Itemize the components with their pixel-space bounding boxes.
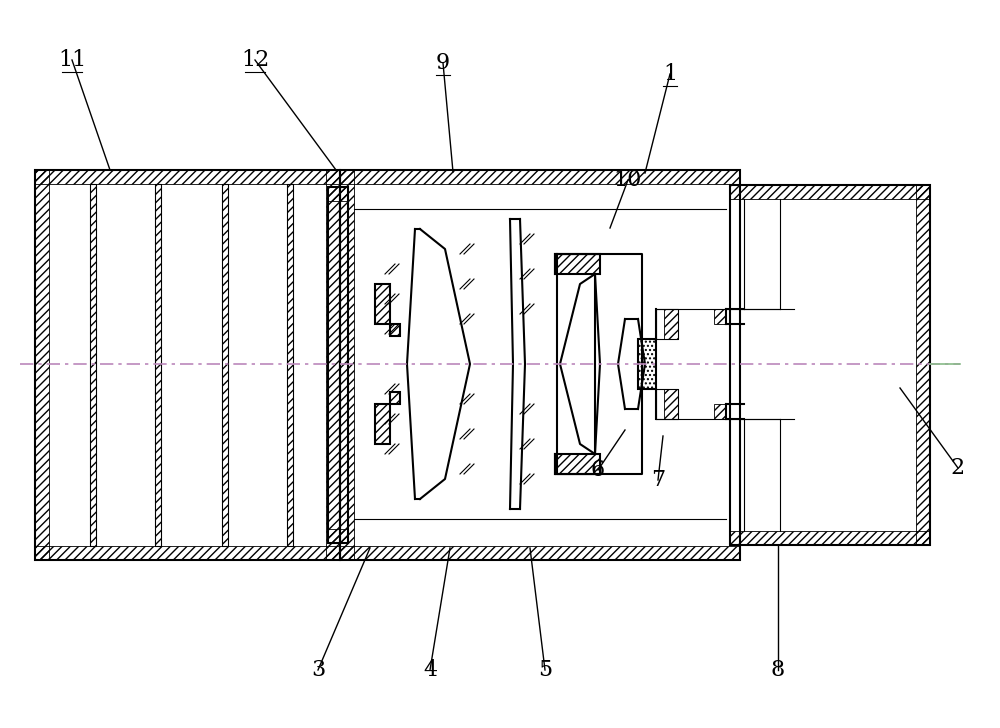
Text: 5: 5 bbox=[538, 659, 552, 681]
Bar bbox=[90, 184, 96, 546]
Bar bbox=[340, 170, 740, 184]
Bar bbox=[555, 454, 600, 474]
Bar bbox=[656, 309, 678, 339]
Bar bbox=[375, 404, 390, 444]
Bar bbox=[555, 254, 600, 274]
Bar bbox=[326, 170, 340, 560]
Bar bbox=[375, 284, 390, 324]
Bar bbox=[340, 170, 740, 560]
Text: 9: 9 bbox=[436, 52, 450, 74]
Bar bbox=[730, 185, 930, 199]
Text: 1: 1 bbox=[663, 63, 677, 85]
Bar bbox=[340, 170, 354, 560]
Bar bbox=[664, 389, 678, 419]
Text: 12: 12 bbox=[241, 49, 269, 71]
Bar bbox=[656, 389, 678, 419]
Bar bbox=[328, 529, 348, 543]
Text: 10: 10 bbox=[614, 169, 642, 191]
Bar bbox=[390, 324, 400, 336]
Bar bbox=[714, 404, 726, 419]
Bar bbox=[730, 531, 930, 545]
Bar bbox=[375, 284, 390, 324]
Bar bbox=[328, 187, 348, 543]
Bar bbox=[664, 309, 678, 339]
Bar bbox=[90, 184, 96, 546]
Bar bbox=[390, 392, 400, 404]
Text: 8: 8 bbox=[771, 659, 785, 681]
Text: 7: 7 bbox=[651, 469, 665, 491]
Text: 3: 3 bbox=[311, 659, 325, 681]
Bar bbox=[35, 170, 340, 560]
Bar bbox=[638, 339, 656, 389]
Bar bbox=[328, 187, 348, 201]
Bar bbox=[35, 170, 340, 184]
Bar bbox=[287, 184, 293, 546]
Bar bbox=[155, 184, 161, 546]
Text: 11: 11 bbox=[58, 49, 86, 71]
Bar bbox=[555, 454, 600, 474]
Bar bbox=[730, 185, 930, 545]
Bar bbox=[638, 339, 656, 389]
Bar bbox=[916, 185, 930, 545]
Bar bbox=[35, 546, 340, 560]
Bar bbox=[155, 184, 161, 546]
Bar bbox=[390, 324, 400, 336]
Text: 4: 4 bbox=[423, 659, 437, 681]
Bar bbox=[287, 184, 293, 546]
Bar bbox=[375, 404, 390, 444]
Bar bbox=[390, 392, 400, 404]
Bar bbox=[35, 170, 49, 560]
Bar bbox=[555, 254, 600, 274]
Text: 2: 2 bbox=[951, 457, 965, 479]
Text: 6: 6 bbox=[591, 459, 605, 481]
Bar bbox=[222, 184, 228, 546]
Bar bbox=[714, 309, 726, 324]
Bar bbox=[340, 546, 740, 560]
Bar bbox=[222, 184, 228, 546]
